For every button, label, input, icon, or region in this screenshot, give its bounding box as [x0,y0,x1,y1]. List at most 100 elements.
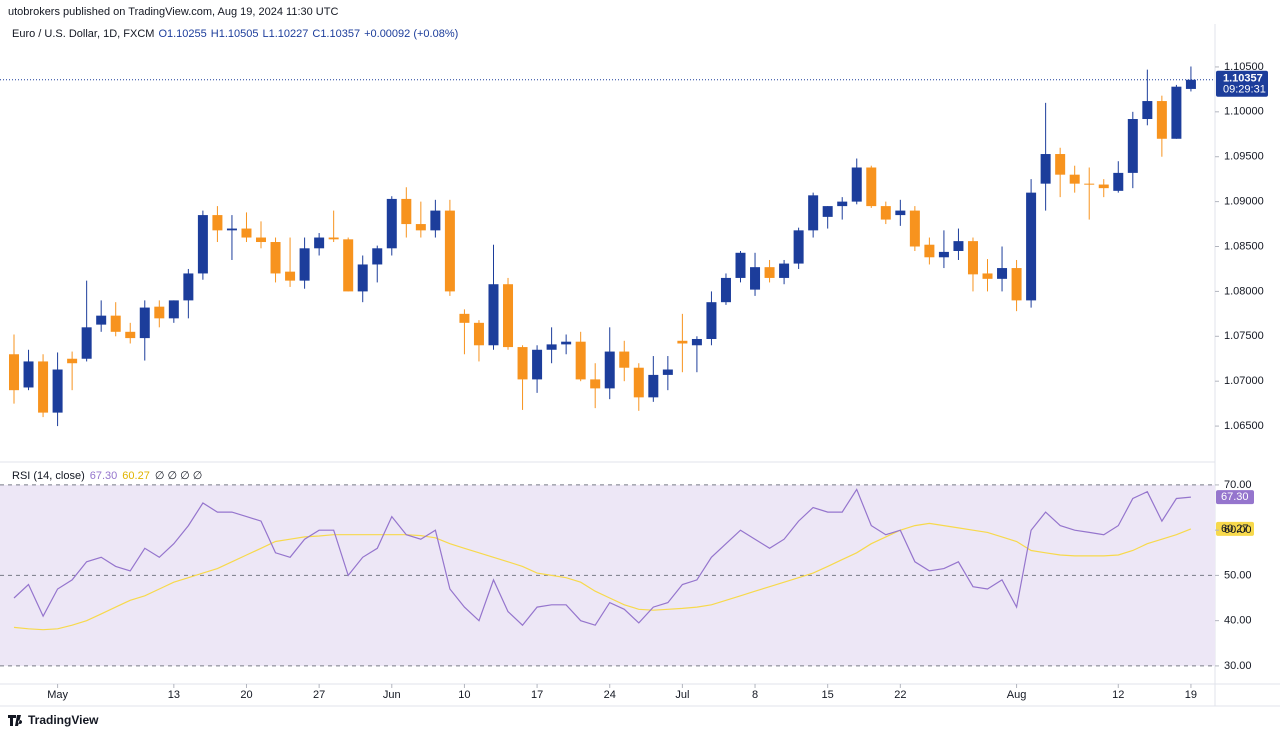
candle-body [197,215,208,274]
candle-body [299,248,310,281]
candle-body [314,237,325,249]
candle-body [546,344,557,350]
candle-body [924,244,935,258]
candle-body [938,251,949,258]
candle-body [590,379,601,389]
candle-body [503,284,514,348]
candle-body [1098,184,1109,189]
candle-body [1156,101,1167,139]
candle-body [822,206,833,217]
change: +0.00092 (+0.08%) [364,28,458,40]
candle-body [386,198,397,249]
candle-body [226,228,237,231]
candle-body [997,268,1008,279]
candle-body [9,354,19,391]
candle-body [866,167,877,207]
y-tick-label: 1.08500 [1224,240,1264,252]
candle-body [415,224,426,231]
candle-body [1040,154,1051,184]
x-tick-label: 12 [1112,689,1124,701]
y-tick-label: 70.00 [1224,479,1252,491]
y-tick-label: 60.00 [1224,524,1252,536]
candle-body [909,210,920,247]
y-tick-label: 1.10000 [1224,106,1264,118]
candle-body [110,315,121,332]
candle-body [1113,172,1124,191]
candle-body [270,242,281,274]
x-tick-label: 10 [458,689,470,701]
candle-body [285,271,296,281]
candle-body [328,237,339,240]
candle-body [793,230,804,264]
x-tick-label: 17 [531,689,543,701]
candle-body [1069,174,1080,184]
x-tick-label: 19 [1185,689,1197,701]
brand-name: TradingView [28,713,99,727]
candle-body [691,338,702,346]
countdown-label: 09:29:31 [1223,84,1266,96]
ohlc-value: C1.10357 [312,28,360,40]
candle-body [735,252,746,278]
rsi-legend-extra: ∅ ∅ ∅ ∅ [155,470,203,482]
candle-body [1084,183,1095,185]
y-tick-label: 1.07000 [1224,375,1264,387]
brand: TradingView [8,713,99,727]
x-tick-label: Jun [383,689,401,701]
candle-body [1185,79,1196,89]
candle-body [706,302,717,339]
candle-body [1171,86,1182,139]
candle-body [619,351,630,368]
candle-body [851,167,862,202]
candle-body [750,267,761,290]
candle-body [401,198,412,225]
candle-body [52,369,63,413]
candle-body [444,210,455,292]
y-tick-label: 40.00 [1224,615,1252,627]
ohlc-value: H1.10505 [211,28,259,40]
candle-body [779,263,790,278]
candle-body [96,315,107,325]
candle-body [604,351,615,389]
rsi-line [13,522,1192,631]
last-price-box [1216,70,1268,97]
x-tick-label: Aug [1007,689,1027,701]
candle-body [23,361,34,388]
candle-body [139,307,150,339]
candle-body [1055,154,1066,175]
candle-body [241,228,252,238]
rsi-value-label: 67.30 [1221,491,1249,503]
candle-body [183,273,194,301]
candle-body [430,210,441,231]
rsi-value-box [1216,521,1254,536]
x-tick-label: 15 [822,689,834,701]
symbol-legend: Euro / U.S. Dollar, 1D, FXCM O1.10255 H1.1… [12,28,458,40]
candle-body [212,215,223,231]
rsi-legend-value: 67.30 [90,470,118,482]
rsi-value-box [1216,490,1254,505]
candle-body [256,237,267,243]
x-tick-label: 8 [752,689,758,701]
candle-body [517,347,528,380]
rsi-legend: RSI (14, close) 67.30 60.27 ∅ ∅ ∅ ∅ [12,470,202,482]
candle-body [967,241,978,275]
candle-body [154,306,165,319]
x-tick-label: 20 [240,689,252,701]
brand-logo [8,715,23,726]
candle-body [1127,119,1138,173]
candle-body [561,341,572,345]
rsi-value-label: 60.27 [1221,523,1249,535]
y-tick-label: 1.07500 [1224,330,1264,342]
candle-body [1011,268,1022,301]
candle-body [720,277,731,303]
candle-body [982,273,993,279]
candle-body [648,374,659,398]
candle-body [677,340,688,344]
candle-body [662,369,673,375]
candle-body [357,264,368,292]
rsi-line [13,488,1191,627]
candle-body [459,313,470,323]
candle-body [808,195,819,231]
candle-body [633,367,644,398]
candle-body [880,206,891,220]
x-tick-label: 22 [894,689,906,701]
